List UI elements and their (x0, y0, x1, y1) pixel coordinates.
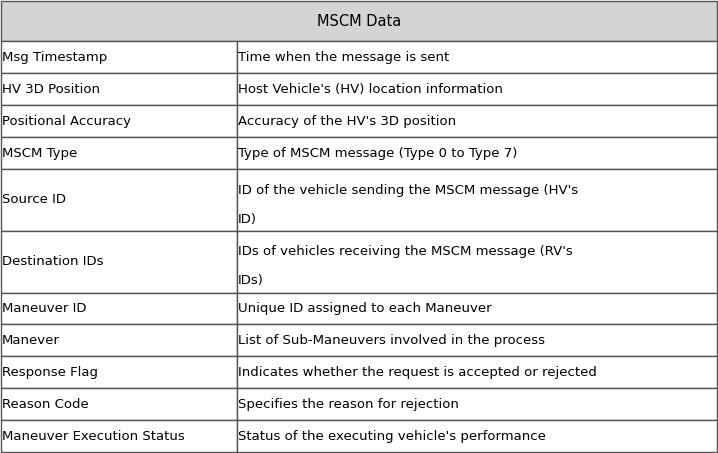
Bar (1, 105, 237, 137)
Text: Specifies the reason for rejection: Specifies the reason for rejection (238, 398, 459, 411)
Text: Maneuver Execution Status: Maneuver Execution Status (1, 430, 185, 443)
Text: Msg Timestamp: Msg Timestamp (1, 51, 107, 64)
Bar (237, 73, 717, 105)
Text: Maneuver ID: Maneuver ID (1, 302, 86, 315)
Text: HV 3D Position: HV 3D Position (1, 82, 100, 96)
Bar (1, 73, 237, 105)
Bar (1, 357, 237, 388)
Bar (237, 231, 717, 293)
Text: Type of MSCM message (Type 0 to Type 7): Type of MSCM message (Type 0 to Type 7) (238, 146, 518, 159)
Bar (1, 293, 237, 324)
Text: Reason Code: Reason Code (1, 398, 88, 411)
Text: Destination IDs: Destination IDs (1, 255, 103, 268)
Bar (1, 41, 237, 73)
Text: IDs): IDs) (238, 275, 264, 287)
Text: List of Sub-Maneuvers involved in the process: List of Sub-Maneuvers involved in the pr… (238, 334, 545, 347)
Text: MSCM Type: MSCM Type (1, 146, 77, 159)
Bar (237, 41, 717, 73)
Bar (1, 137, 237, 169)
Text: Indicates whether the request is accepted or rejected: Indicates whether the request is accepte… (238, 366, 597, 379)
Bar (237, 169, 717, 231)
Text: ID of the vehicle sending the MSCM message (HV's: ID of the vehicle sending the MSCM messa… (238, 183, 578, 197)
Text: Host Vehicle's (HV) location information: Host Vehicle's (HV) location information (238, 82, 503, 96)
Bar (237, 388, 717, 420)
Bar (237, 324, 717, 357)
Text: Unique ID assigned to each Maneuver: Unique ID assigned to each Maneuver (238, 302, 492, 315)
Bar (237, 293, 717, 324)
Text: Accuracy of the HV's 3D position: Accuracy of the HV's 3D position (238, 115, 456, 128)
Text: ID): ID) (238, 212, 257, 226)
Text: Positional Accuracy: Positional Accuracy (1, 115, 131, 128)
Bar (1, 324, 237, 357)
Bar (237, 357, 717, 388)
Text: Status of the executing vehicle's performance: Status of the executing vehicle's perfor… (238, 430, 546, 443)
Text: IDs of vehicles receiving the MSCM message (RV's: IDs of vehicles receiving the MSCM messa… (238, 245, 573, 258)
Text: Response Flag: Response Flag (1, 366, 98, 379)
Bar (237, 105, 717, 137)
Bar (237, 420, 717, 452)
Bar (237, 137, 717, 169)
Text: Source ID: Source ID (1, 193, 65, 207)
Bar (1, 169, 237, 231)
Bar (1, 388, 237, 420)
Bar (1, 420, 237, 452)
Text: Time when the message is sent: Time when the message is sent (238, 51, 449, 64)
Text: Manever: Manever (1, 334, 60, 347)
Text: MSCM Data: MSCM Data (317, 14, 401, 29)
Bar (1, 231, 237, 293)
Bar (1, 1, 717, 41)
